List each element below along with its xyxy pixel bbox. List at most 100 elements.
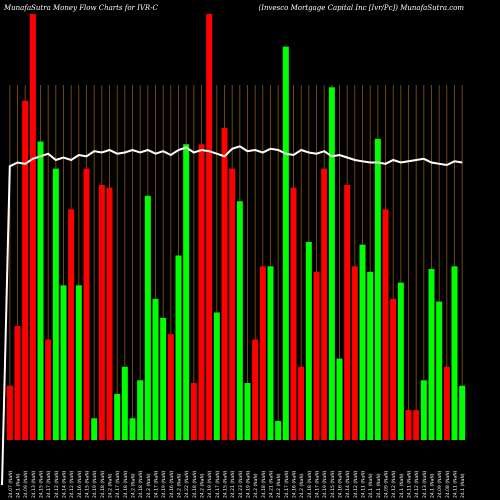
x-tick-label: 24.09 (NaN) bbox=[384, 470, 390, 498]
bar bbox=[420, 380, 427, 440]
bar bbox=[367, 271, 374, 440]
bar bbox=[413, 410, 420, 440]
x-tick-label: 24.12 (NaN) bbox=[69, 470, 75, 498]
bar bbox=[98, 184, 105, 440]
bar bbox=[22, 100, 29, 440]
bar bbox=[275, 421, 282, 440]
x-tick-label: 24.17 (NaN) bbox=[315, 470, 321, 498]
bar bbox=[137, 380, 144, 440]
bar bbox=[405, 410, 412, 440]
bar bbox=[106, 187, 113, 440]
bar bbox=[305, 241, 312, 440]
bar bbox=[52, 168, 59, 440]
x-tick-label: 24.2 (NaN) bbox=[200, 473, 206, 498]
x-tick-label: 24.1 (NaN) bbox=[460, 473, 466, 498]
x-tick-label: 24.15 (NaN) bbox=[330, 470, 336, 498]
bar bbox=[83, 168, 90, 440]
x-tick-label: 24.1 (NaN) bbox=[16, 473, 22, 498]
bar bbox=[390, 298, 397, 440]
bar bbox=[198, 144, 205, 440]
bar bbox=[267, 266, 274, 440]
x-tick-label: 24.12 (NaN) bbox=[353, 470, 359, 498]
x-tick-label: 24.18 (NaN) bbox=[307, 470, 313, 498]
x-tick-label: 24.18 (NaN) bbox=[138, 470, 144, 498]
bar bbox=[397, 282, 404, 440]
bar bbox=[259, 266, 266, 440]
x-tick-label: 24.16 (NaN) bbox=[338, 470, 344, 498]
x-tick-label: 24.15 (NaN) bbox=[223, 470, 229, 498]
bar bbox=[282, 46, 289, 440]
bar bbox=[359, 244, 366, 440]
bar bbox=[68, 209, 75, 440]
bar bbox=[290, 187, 297, 440]
bar bbox=[321, 168, 328, 440]
x-tick-label: 24.19 (NaN) bbox=[92, 470, 98, 498]
x-tick-label: 24.2 (NaN) bbox=[253, 473, 259, 498]
bar bbox=[229, 168, 236, 440]
x-tick-label: 24.12 (NaN) bbox=[391, 470, 397, 498]
bar bbox=[313, 271, 320, 440]
x-tick-label: 24.1 (NaN) bbox=[430, 473, 436, 498]
x-tick-label: 24.15 (NaN) bbox=[39, 470, 45, 498]
x-tick-label: 24.2 (NaN) bbox=[108, 473, 114, 498]
bar bbox=[351, 266, 358, 440]
bar bbox=[114, 393, 121, 440]
chart-title-left: MunafaSutra Money Flow Charts for IVR-C bbox=[4, 4, 158, 12]
x-tick-label: 24.19 (NaN) bbox=[207, 470, 213, 498]
x-tick-label: 24.2 (NaN) bbox=[146, 473, 152, 498]
x-tick-label: 24.17 (NaN) bbox=[46, 470, 52, 498]
x-tick-label: 24.1 (NaN) bbox=[399, 473, 405, 498]
x-tick-label: 24.17 (NaN) bbox=[215, 470, 221, 498]
x-tick-label: 24.09 (NaN) bbox=[437, 470, 443, 498]
bar bbox=[37, 141, 44, 440]
bar bbox=[29, 14, 36, 440]
bar bbox=[75, 285, 82, 440]
bar bbox=[213, 312, 220, 440]
bar bbox=[382, 209, 389, 440]
bar bbox=[160, 317, 167, 440]
x-tick-label: 24.18 (NaN) bbox=[261, 470, 267, 498]
x-tick-label: 24.18 (NaN) bbox=[192, 470, 198, 498]
x-tick-label: 24.13 (NaN) bbox=[31, 470, 37, 498]
bar bbox=[443, 366, 450, 440]
x-tick-label: 24.2 (NaN) bbox=[276, 473, 282, 498]
x-tick-label: 24.17 (NaN) bbox=[154, 470, 160, 498]
bar bbox=[459, 385, 466, 440]
bar bbox=[436, 301, 443, 440]
bar bbox=[236, 201, 243, 440]
bar bbox=[167, 334, 174, 440]
x-tick-label: 24.07 (NaN) bbox=[8, 470, 14, 498]
bar bbox=[183, 144, 190, 440]
chart-title-right: (Invesco Mortgage Capital Inc [Ivr/Pc]) … bbox=[258, 4, 464, 12]
bar bbox=[121, 366, 128, 440]
bar bbox=[14, 326, 21, 440]
x-tick-label: 24.15 (NaN) bbox=[85, 470, 91, 498]
bar bbox=[451, 266, 458, 440]
bar bbox=[374, 138, 381, 440]
x-tick-label: 24.08 (NaN) bbox=[445, 470, 451, 498]
price-line bbox=[1, 145, 463, 486]
x-tick-label: 24.2 (NaN) bbox=[131, 473, 137, 498]
bar bbox=[344, 184, 351, 440]
bar bbox=[190, 383, 197, 440]
x-tick-label: 24.17 (NaN) bbox=[115, 470, 121, 498]
x-tick-label: 24.13 (NaN) bbox=[422, 470, 428, 498]
bar bbox=[129, 418, 136, 440]
x-tick-label: 24.16 (NaN) bbox=[169, 470, 175, 498]
bar bbox=[221, 127, 228, 440]
x-tick-label: 24.2 (NaN) bbox=[177, 473, 183, 498]
x-tick-label: 24.22 (NaN) bbox=[184, 470, 190, 498]
x-tick-label: 24.11 (NaN) bbox=[361, 470, 367, 498]
bar bbox=[252, 339, 259, 440]
bar bbox=[336, 358, 343, 440]
x-tick-label: 24.19 (NaN) bbox=[322, 470, 328, 498]
x-tick-label: 24.14 (NaN) bbox=[345, 470, 351, 498]
x-tick-label: 24.12 (NaN) bbox=[54, 470, 60, 498]
bar bbox=[244, 383, 251, 440]
bar bbox=[152, 298, 159, 440]
x-tick-label: 24.16 (NaN) bbox=[77, 470, 83, 498]
x-tick-label: 24.09 (NaN) bbox=[23, 470, 29, 498]
bar bbox=[91, 418, 98, 440]
x-tick-label: 24.16 (NaN) bbox=[292, 470, 298, 498]
x-tick-label: 24.1 (NaN) bbox=[368, 473, 374, 498]
